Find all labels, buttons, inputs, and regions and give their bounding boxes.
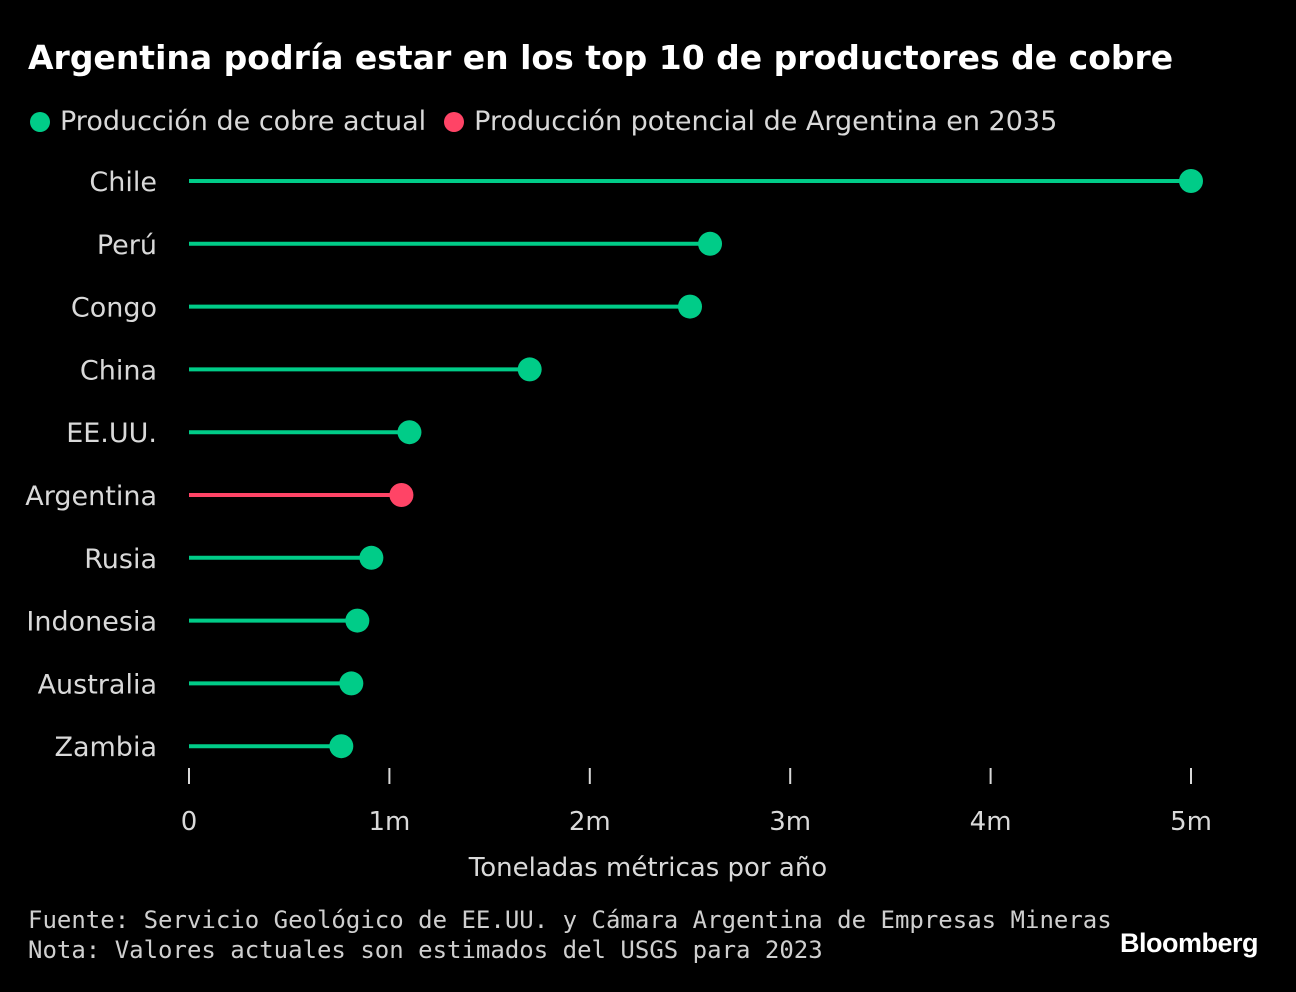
- data-point-argentina: [389, 483, 414, 507]
- x-tick-label-2m: 2m: [569, 807, 611, 837]
- lollipop-chart: Chile Perú Congo China EE.UU. Argentina Rusia I…: [25, 167, 1212, 883]
- legend-item-potencial: Producción potencial de Argentina en 203…: [444, 106, 1057, 137]
- footer: Fuente: Servicio Geológico de EE.UU. y C…: [28, 905, 1112, 965]
- legend-label-potencial: Producción potencial de Argentina en 203…: [474, 106, 1058, 137]
- category-label-chile: Chile: [89, 167, 157, 198]
- data-point-australia: [339, 671, 364, 696]
- category-label-indonesia: Indonesia: [26, 607, 157, 638]
- legend-dot-potencial: [444, 111, 465, 132]
- bloomberg-logo: Bloomberg: [1119, 928, 1259, 958]
- footnote: Nota: Valores actuales son estimados del…: [28, 936, 823, 964]
- x-tick-label-5m: 5m: [1170, 807, 1212, 837]
- data-point-chile: [1179, 169, 1203, 193]
- x-tick-label-1m: 1m: [368, 807, 410, 837]
- category-label-australia: Australia: [38, 669, 157, 700]
- category-label-china: China: [80, 355, 157, 386]
- category-label-ee-uu: EE.UU.: [66, 418, 157, 449]
- category-label-congo: Congo: [71, 293, 157, 324]
- data-point-rusia: [359, 545, 384, 570]
- x-tick-label-3m: 3m: [769, 807, 811, 837]
- chart-title: Argentina podría estar en los top 10 de …: [28, 38, 1174, 77]
- legend-label-actual: Producción de cobre actual: [60, 106, 427, 137]
- data-point-indonesia: [345, 608, 370, 633]
- x-tick-label-0: 0: [181, 807, 198, 837]
- category-label-argentina: Argentina: [25, 481, 157, 512]
- data-point-zambia: [329, 734, 354, 759]
- data-point-congo: [678, 294, 702, 319]
- data-point-china: [517, 357, 542, 382]
- legend: Producción de cobre actual Producción po…: [30, 106, 1075, 137]
- x-axis-label: Toneladas métricas por año: [468, 853, 827, 883]
- category-label-zambia: Zambia: [54, 732, 157, 763]
- category-label-per: Perú: [97, 230, 157, 261]
- x-tick-label-4m: 4m: [970, 807, 1012, 837]
- legend-item-actual: Producción de cobre actual: [30, 106, 426, 137]
- legend-dot-actual: [30, 111, 50, 132]
- source-note: Fuente: Servicio Geológico de EE.UU. y C…: [28, 906, 1112, 934]
- category-label-rusia: Rusia: [84, 544, 157, 575]
- data-point-per: [698, 231, 723, 256]
- data-point-ee-uu: [397, 420, 422, 445]
